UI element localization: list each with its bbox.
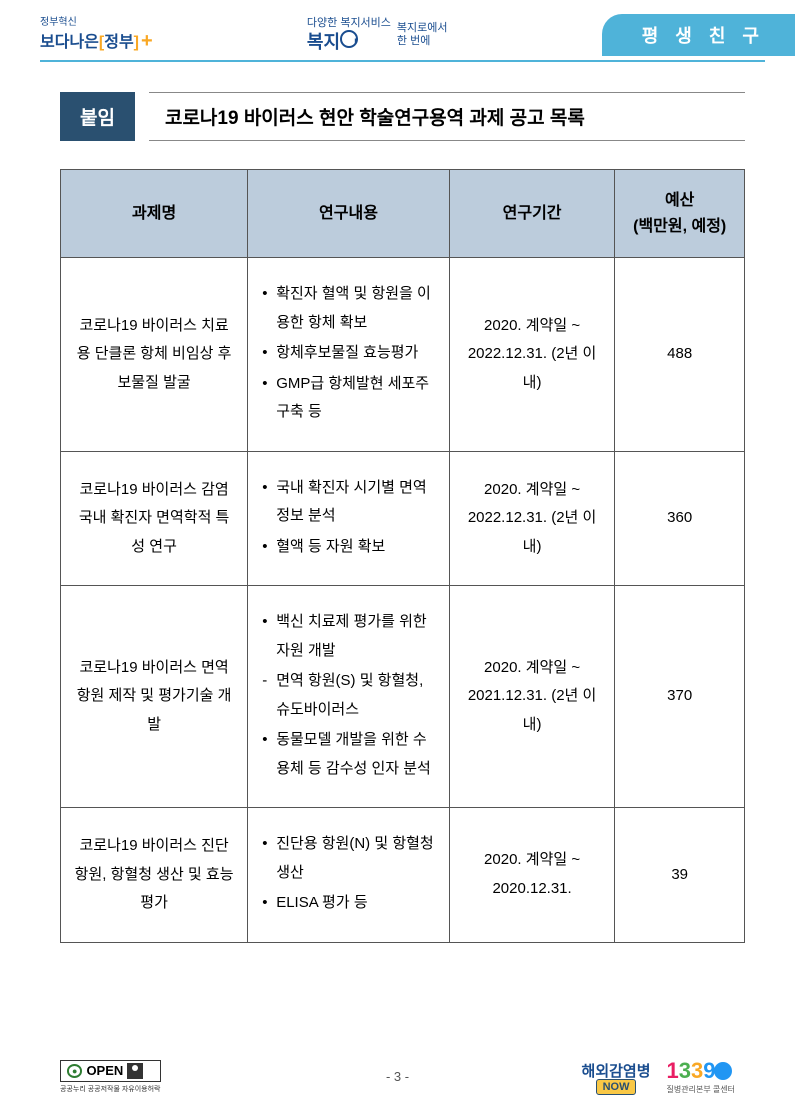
cell-period: 2020. 계약일 ~ 2020.12.31. <box>449 808 615 943</box>
list-item: ELISA 평가 등 <box>262 889 437 918</box>
page-number: - 3 - <box>386 1069 409 1084</box>
cell-budget: 360 <box>615 451 745 586</box>
th-budget: 예산 (백만원, 예정) <box>615 170 745 258</box>
cell-content: 진단용 항원(N) 및 항혈청 생산ELISA 평가 등 <box>248 808 450 943</box>
table-row: 코로나19 바이러스 치료용 단클론 항체 비임상 후보물질 발굴확진자 혈액 … <box>61 258 745 452</box>
cell-project-name: 코로나19 바이러스 감염 국내 확진자 면역학적 특성 연구 <box>61 451 248 586</box>
th-content: 연구내용 <box>248 170 450 258</box>
cell-budget: 370 <box>615 586 745 808</box>
cell-content: 확진자 혈액 및 항원을 이용한 항체 확보항체후보물질 효능평가GMP급 항체… <box>248 258 450 452</box>
attach-title: 코로나19 바이러스 현안 학술연구용역 과제 공고 목록 <box>149 92 745 141</box>
list-item: 진단용 항원(N) 및 항혈청 생산 <box>262 830 437 887</box>
cell-project-name: 코로나19 바이러스 진단 항원, 항혈청 생산 및 효능평가 <box>61 808 248 943</box>
list-item: 항체후보물질 효능평가 <box>262 339 437 368</box>
page-footer: ● OPEN 공공누리 공공저작물 자유이용허락 - 3 - 해외감염병 NOW… <box>0 1058 795 1095</box>
open-license: ● OPEN 공공누리 공공저작물 자유이용허락 <box>60 1060 161 1094</box>
welfare-logo: 다양한 복지서비스 복지 복지로에서 한 번에 <box>307 17 448 54</box>
page-header: 정부혁신 보다나은 [ 정부 ] + 다양한 복지서비스 복지 복지로에서 한 … <box>0 0 795 60</box>
projects-table: 과제명 연구내용 연구기간 예산 (백만원, 예정) 코로나19 바이러스 치료… <box>60 169 745 943</box>
gov-main: 보다나은 [ 정부 ] + <box>40 28 153 53</box>
gov-logo: 정부혁신 보다나은 [ 정부 ] + <box>40 18 153 53</box>
call-center: 1339 질병관리본부 콜센터 <box>667 1058 735 1095</box>
list-item: GMP급 항체발현 세포주 구축 등 <box>262 370 437 427</box>
gov-tag: 정부혁신 <box>40 18 153 28</box>
open-oval-icon: ● <box>67 1064 82 1078</box>
cell-project-name: 코로나19 바이러스 치료용 단클론 항체 비임상 후보물질 발굴 <box>61 258 248 452</box>
list-item: 면역 항원(S) 및 항혈청, 슈도바이러스 <box>262 667 437 724</box>
cell-budget: 488 <box>615 258 745 452</box>
cell-period: 2020. 계약일 ~ 2021.12.31. (2년 이내) <box>449 586 615 808</box>
footer-right: 해외감염병 NOW 1339 질병관리본부 콜센터 <box>582 1058 735 1095</box>
cell-content: 국내 확진자 시기별 면역정보 분석혈액 등 자원 확보 <box>248 451 450 586</box>
open-sub: 공공누리 공공저작물 자유이용허락 <box>60 1084 161 1094</box>
cell-period: 2020. 계약일 ~ 2022.12.31. (2년 이내) <box>449 451 615 586</box>
list-item: 혈액 등 자원 확보 <box>262 533 437 562</box>
cell-period: 2020. 계약일 ~ 2022.12.31. (2년 이내) <box>449 258 615 452</box>
person-icon <box>127 1063 143 1079</box>
list-item: 백신 치료제 평가를 위한 자원 개발 <box>262 608 437 665</box>
header-tab: 평 생 친 구 <box>602 14 795 56</box>
circle-icon <box>340 30 358 48</box>
cell-budget: 39 <box>615 808 745 943</box>
table-header-row: 과제명 연구내용 연구기간 예산 (백만원, 예정) <box>61 170 745 258</box>
table-row: 코로나19 바이러스 감염 국내 확진자 면역학적 특성 연구국내 확진자 시기… <box>61 451 745 586</box>
plus-icon: + <box>141 30 153 53</box>
main-content: 붙임 코로나19 바이러스 현안 학술연구용역 과제 공고 목록 과제명 연구내… <box>0 62 795 943</box>
now-badge: 해외감염병 NOW <box>582 1064 651 1095</box>
blob-icon <box>714 1062 732 1080</box>
list-item: 확진자 혈액 및 항원을 이용한 항체 확보 <box>262 280 437 337</box>
attachment-header: 붙임 코로나19 바이러스 현안 학술연구용역 과제 공고 목록 <box>60 92 745 141</box>
list-item: 국내 확진자 시기별 면역정보 분석 <box>262 474 437 531</box>
cell-content: 백신 치료제 평가를 위한 자원 개발면역 항원(S) 및 항혈청, 슈도바이러… <box>248 586 450 808</box>
open-label: OPEN <box>86 1063 123 1078</box>
table-row: 코로나19 바이러스 면역항원 제작 및 평가기술 개발백신 치료제 평가를 위… <box>61 586 745 808</box>
cell-project-name: 코로나19 바이러스 면역항원 제작 및 평가기술 개발 <box>61 586 248 808</box>
call-number: 1339 <box>667 1058 735 1084</box>
table-row: 코로나19 바이러스 진단 항원, 항혈청 생산 및 효능평가진단용 항원(N)… <box>61 808 745 943</box>
th-period: 연구기간 <box>449 170 615 258</box>
attach-label: 붙임 <box>60 92 135 141</box>
list-item: 동물모델 개발을 위한 수용체 등 감수성 인자 분석 <box>262 726 437 783</box>
th-name: 과제명 <box>61 170 248 258</box>
